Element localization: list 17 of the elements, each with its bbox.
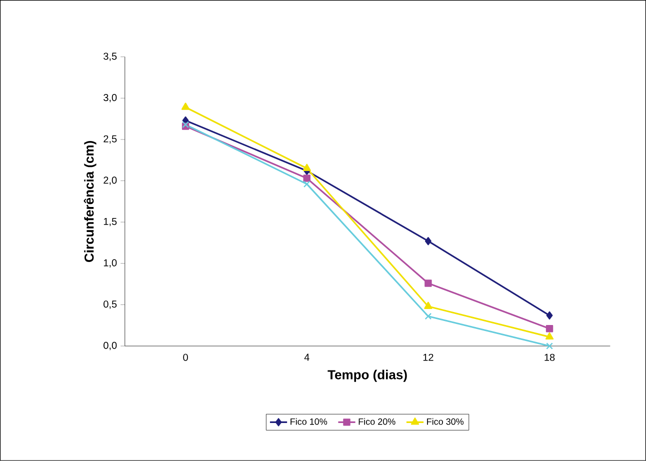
x-tick-label: 4 [304,354,310,361]
x-tick-label: 0 [183,354,188,361]
legend-label: Fico 20% [358,418,396,425]
x-tick-label: 12 [423,354,434,361]
legend-label: Fico 30% [427,418,464,425]
x-axis-title: Tempo (dias) [328,370,407,382]
y-tick-label: 0,0 [104,342,117,350]
y-tick-label: 3,0 [104,94,117,102]
y-tick-label: 3,5 [104,52,117,62]
x-tick-label: 18 [544,354,555,361]
y-axis-title: Circunferência (cm) [84,141,96,262]
y-tick-label: 2,0 [104,176,117,185]
y-tick-label: 2,5 [104,135,117,144]
y-tick-label: 0,5 [104,300,117,309]
y-tick-label: 1,0 [104,259,117,268]
y-tick-label: 1,5 [104,218,117,226]
legend-label: Fico 10% [290,418,328,425]
